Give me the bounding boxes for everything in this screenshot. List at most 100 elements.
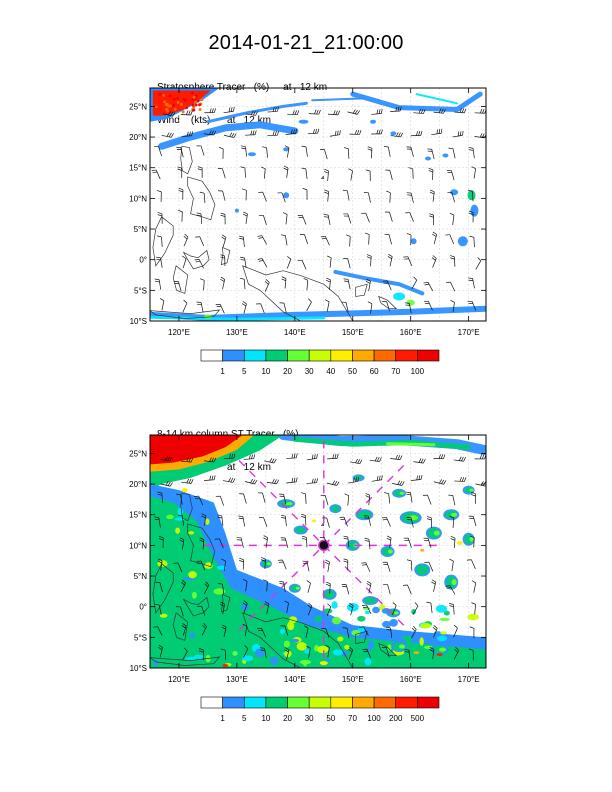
tracer-speckle — [174, 517, 186, 521]
tracer-speckle — [291, 638, 300, 643]
wind-barb — [342, 189, 350, 201]
y-tick-label: 15°N — [129, 511, 147, 520]
tracer-band — [415, 93, 458, 105]
tracer-speckle — [337, 636, 344, 642]
wind-barb — [447, 191, 455, 203]
tracer-blob — [451, 512, 458, 517]
wind-barb — [242, 211, 248, 224]
wind-barb — [364, 537, 371, 550]
wind-barb — [280, 514, 287, 527]
wind-barb — [154, 146, 162, 157]
wind-barb — [349, 458, 363, 465]
wind-barb — [341, 584, 350, 595]
wind-barb — [323, 214, 331, 225]
wind-barb — [194, 495, 204, 506]
wind-barb — [196, 145, 205, 156]
tracer-speckle — [304, 648, 311, 654]
tracer-blob — [370, 119, 377, 124]
tracer-speckle — [176, 97, 180, 101]
tracer-blob — [390, 131, 397, 136]
tracer-region-south-mid — [150, 496, 486, 668]
tracer-blob — [464, 534, 473, 545]
wind-barb — [406, 146, 414, 157]
wind-barb — [325, 559, 330, 573]
x-tick-label: 130°E — [226, 328, 248, 337]
wind-barb — [449, 515, 455, 528]
wind-barb — [410, 130, 423, 137]
wind-barb — [454, 108, 467, 114]
wind-barb — [467, 189, 474, 202]
tracer-speckle — [387, 644, 392, 651]
colorbar-label: 5 — [242, 714, 247, 723]
wind-barb — [221, 558, 226, 571]
tracer-speckle — [192, 95, 196, 99]
wind-barb — [445, 281, 456, 292]
tracer-blob — [439, 647, 447, 652]
wind-barb — [220, 254, 226, 267]
tracer-speckle — [185, 106, 189, 110]
tracer-speckle — [189, 632, 195, 639]
page-title: 2014-01-21_21:00:00 — [208, 32, 404, 54]
wind-barb — [343, 258, 351, 269]
wind-barb — [258, 191, 267, 202]
wind-barb — [178, 187, 184, 200]
tracer-blob — [247, 152, 256, 157]
wind-barb — [343, 558, 349, 571]
tracer-speckle — [173, 107, 177, 111]
tracer-blob — [394, 490, 405, 497]
tracer-speckle — [213, 588, 226, 595]
tracer-blob — [324, 590, 335, 599]
x-tick-label: 160°E — [400, 328, 422, 337]
colorbar-swatch — [222, 696, 245, 709]
wind-barb — [365, 169, 371, 182]
wind-barb — [427, 148, 435, 160]
wind-barb — [359, 626, 369, 636]
colorbar-swatch — [243, 349, 267, 362]
wind-barb — [153, 626, 163, 636]
tracer-blob — [331, 505, 340, 512]
wind-barb — [324, 299, 330, 312]
tracer-speckle — [420, 623, 432, 629]
tracer-blob — [420, 548, 425, 552]
map-area — [150, 88, 486, 321]
tracer-speckle — [169, 104, 173, 108]
wind-barb — [182, 255, 187, 269]
tracer-blob — [446, 576, 457, 589]
wind-barb — [297, 259, 307, 270]
x-tick-label: 130°E — [226, 675, 248, 684]
tracer-blob — [469, 536, 474, 542]
wind-barb — [367, 146, 373, 159]
tracer-speckle — [162, 93, 166, 97]
wind-barb — [405, 212, 414, 222]
tracer-blob — [410, 238, 417, 245]
wind-barb — [176, 493, 183, 505]
wind-barb — [242, 623, 248, 637]
wind-barb — [181, 623, 187, 636]
wind-barb — [411, 625, 417, 639]
tracer-speckle — [172, 103, 176, 107]
colorbar: 1 5 10 20 30 40 50 60 70 100 — [200, 349, 440, 376]
wind-barb — [367, 301, 373, 314]
wind-barb — [406, 559, 413, 571]
wind-barb — [361, 212, 370, 223]
tracer-speckle — [302, 660, 308, 667]
tracer-speckle — [232, 651, 238, 656]
colorbar-swatch — [308, 349, 332, 362]
y-tick-label: 10°S — [130, 664, 147, 673]
tracer-speckle — [411, 609, 416, 615]
colorbar-swatch — [417, 349, 440, 362]
tracer-speckle — [198, 103, 202, 107]
tracer-speckle — [216, 565, 227, 570]
wind-barb — [432, 625, 438, 638]
wind-barb — [267, 130, 280, 136]
x-tick-label: 120°E — [168, 675, 190, 684]
y-tick-label: 0° — [139, 603, 147, 612]
tracer-blob — [295, 527, 306, 534]
wind-barb — [386, 626, 393, 638]
cross-line — [238, 460, 410, 631]
tracer-speckle — [351, 629, 361, 636]
wind-barb — [173, 281, 182, 292]
wind-barb — [424, 561, 434, 572]
wind-barb — [194, 259, 204, 269]
tracer-speckle — [283, 640, 291, 648]
